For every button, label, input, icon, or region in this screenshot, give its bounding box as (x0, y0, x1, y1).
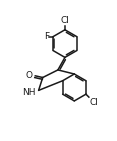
Text: Cl: Cl (89, 98, 98, 107)
Text: F: F (44, 32, 49, 41)
Text: Cl: Cl (60, 16, 69, 25)
Text: NH: NH (22, 88, 36, 97)
Text: O: O (26, 71, 33, 80)
